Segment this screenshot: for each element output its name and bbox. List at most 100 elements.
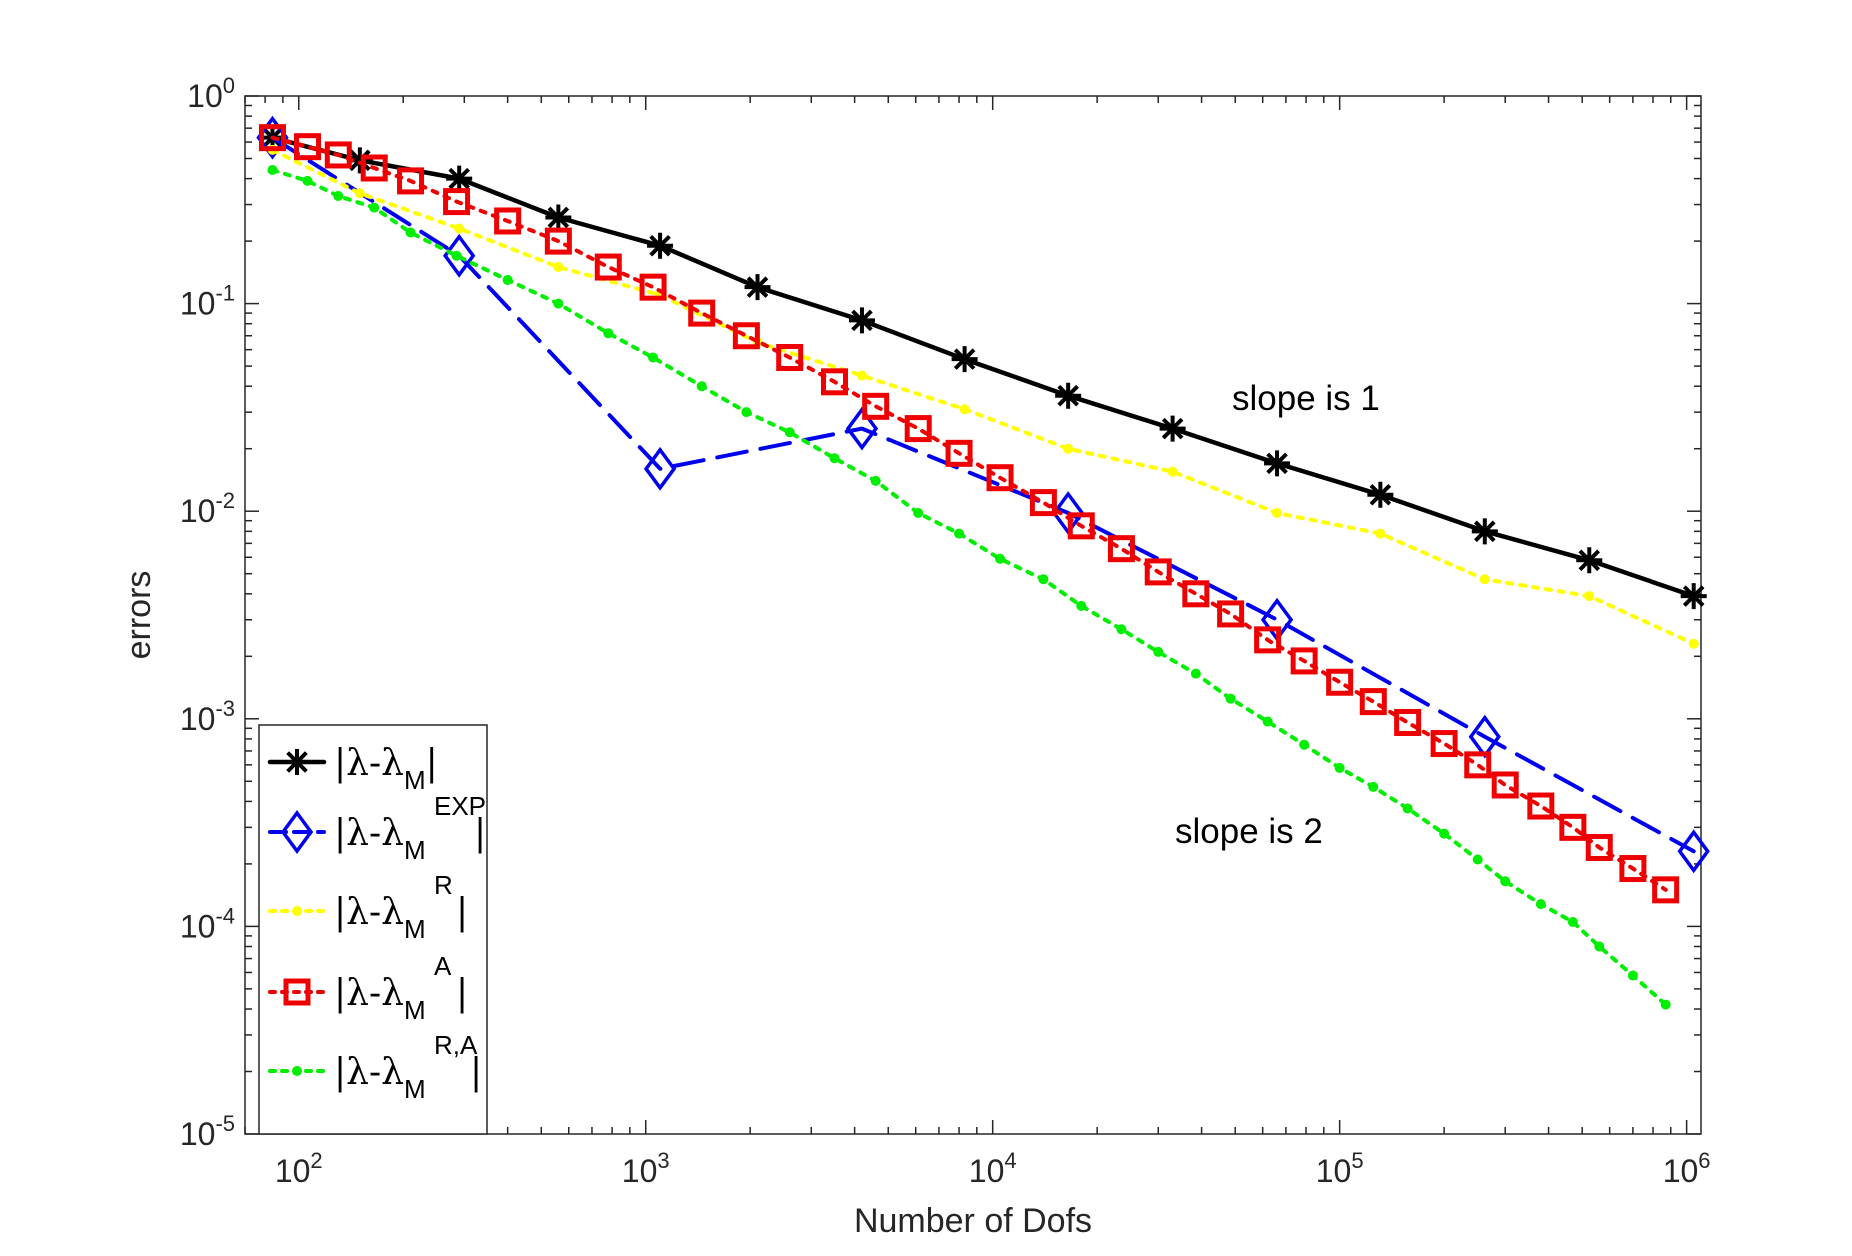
data-point [776,344,804,372]
legend-label: |λ-λMR,A | [334,1030,482,1104]
data-point [1491,771,1519,799]
data-point [732,322,760,350]
data-point [1402,803,1413,814]
data-point [360,154,388,182]
data-point [1190,668,1201,679]
data-point [451,250,462,261]
data-point [647,232,674,259]
legend-marker [292,906,302,916]
data-point [446,165,473,192]
y-tick-label: 10-3 [180,696,235,737]
data-point [294,133,322,161]
data-point [1471,518,1498,545]
data-point [443,188,471,216]
y-axis-label: errors [120,571,158,660]
data-point [848,307,875,334]
data-point [354,188,365,199]
series-layer [256,115,1710,1010]
data-point [1576,547,1603,574]
data-point [1067,512,1095,540]
data-point [1182,580,1210,608]
data-point [1430,730,1458,758]
data-point [954,528,965,539]
tick-labels: 102 103 104 105 106 100 10-1 10-2 10-3 10-4 10-5 [180,73,1711,1189]
data-point [454,223,465,234]
data-point [267,165,278,176]
data-point [443,233,476,278]
data-point [1584,591,1595,602]
data-point [594,253,622,281]
data-point [643,446,677,491]
y-tick-label: 100 [187,73,235,114]
data-point [1559,813,1587,841]
data-point [1290,647,1318,675]
y-tick-label: 10-5 [180,1111,235,1152]
data-point [1159,415,1186,442]
x-tick-label: 106 [1663,1148,1711,1189]
data-point [1567,917,1578,928]
data-point [553,298,564,309]
data-point [1680,583,1707,610]
x-axis-label: Number of Dofs [854,1202,1092,1240]
data-point [333,190,344,201]
data-point [1167,466,1178,477]
data-point [1527,792,1555,820]
data-point [1076,600,1087,611]
legend-box [258,724,488,1135]
series-line [270,135,1696,854]
x-tick-label: 102 [275,1148,323,1189]
data-point [1116,624,1127,635]
legend: |λ-λM||λ-λMEXP ||λ-λMR||λ-λMA||λ-λMR,A | [258,724,488,1135]
data-point [1367,481,1394,508]
data-point [829,453,840,464]
data-point [1359,688,1387,716]
data-point [1375,528,1386,539]
data-point [945,439,973,467]
x-tick-label: 105 [1316,1148,1364,1189]
data-point [1619,855,1647,883]
data-point [744,274,771,301]
data-point [1652,876,1680,904]
data-point [1107,535,1135,563]
series-5 [267,165,1671,1010]
x-tick-label: 103 [622,1148,670,1189]
data-point [1055,382,1082,409]
data-point [494,207,522,235]
data-point [302,175,313,186]
data-point [913,508,924,519]
data-point [1660,999,1671,1010]
data-point [1585,833,1613,861]
data-point [1464,751,1492,779]
data-point [1144,558,1172,586]
y-tick-label: 10-1 [180,281,235,322]
data-point [1029,489,1057,517]
annotation-slope-2: slope is 2 [1175,812,1323,851]
legend-marker [284,749,310,775]
legend-label: |λ-λMR| [334,870,468,944]
data-point [405,227,416,238]
data-point [553,262,564,273]
data-point [784,427,795,438]
legend-entry-1: |λ-λM| [267,743,438,795]
data-point [1472,854,1483,865]
data-point [856,370,867,381]
data-point [1217,600,1245,628]
data-point [1225,693,1236,704]
legend-label: |λ-λMEXP | [334,791,486,865]
data-point [688,299,716,327]
data-point [1368,781,1379,792]
data-point [603,328,614,339]
data-point [1677,829,1710,874]
legend-marker [292,1066,302,1076]
data-point [1264,450,1291,477]
data-point [1334,762,1345,773]
data-point [959,404,970,415]
data-point [845,406,879,451]
series-4 [258,124,1680,904]
legend-entry-4: |λ-λMA| [268,951,468,1025]
y-tick-label: 10-4 [180,903,235,944]
legend-entry-3: |λ-λMR| [268,870,468,944]
data-point [648,352,659,363]
data-point [1272,508,1283,519]
data-point [1594,941,1605,952]
